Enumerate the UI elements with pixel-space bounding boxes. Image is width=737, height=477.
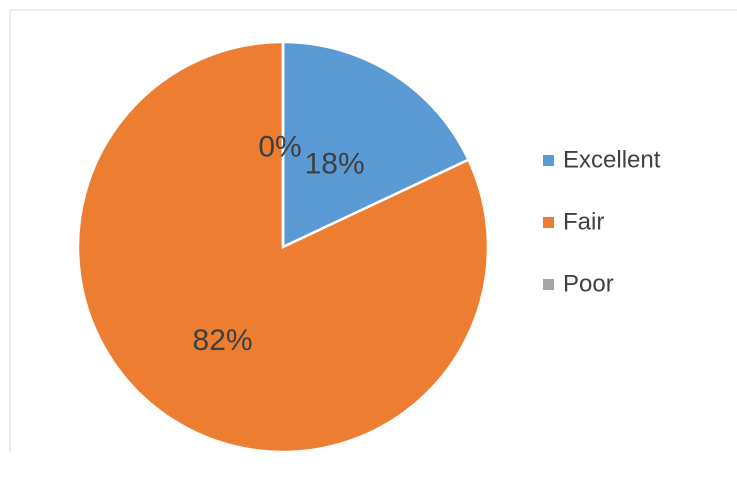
legend-swatch — [543, 279, 554, 290]
legend-swatch — [543, 155, 554, 166]
data-label: 18% — [305, 148, 365, 181]
legend-label: Fair — [563, 208, 604, 235]
data-label: 0% — [258, 131, 301, 164]
pie-slice — [281, 40, 471, 249]
data-label: 82% — [193, 324, 253, 357]
legend-swatch — [543, 217, 554, 228]
legend-label: Poor — [563, 270, 614, 297]
legend-label: Excellent — [563, 146, 661, 173]
